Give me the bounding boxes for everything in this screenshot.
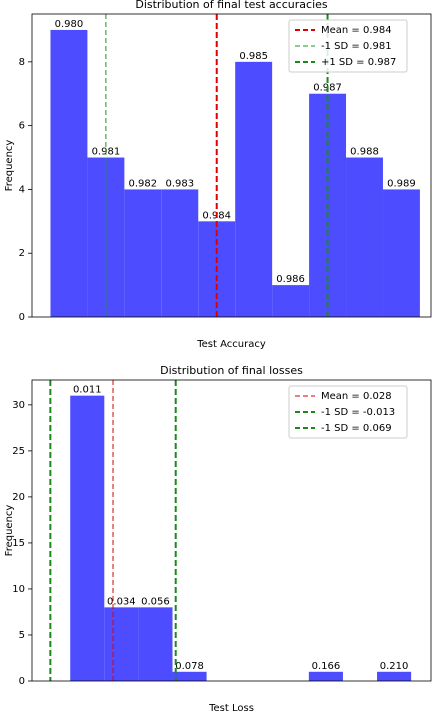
- bar: [50, 29, 88, 318]
- bar-label: 0.988: [350, 147, 379, 158]
- legend-label: -1 SD = -0.013: [321, 407, 395, 418]
- bar: [104, 607, 139, 681]
- bar: [308, 671, 343, 681]
- bar-label: 0.982: [129, 178, 158, 189]
- y-tick-label: 6: [19, 121, 25, 132]
- legend-label: Mean = 0.028: [321, 391, 392, 402]
- bar: [346, 157, 383, 317]
- y-tick-label: 25: [12, 446, 25, 457]
- x-axis-label: Test Loss: [208, 703, 254, 712]
- plot-frame: [31, 379, 432, 682]
- y-tick-label: 4: [19, 184, 25, 195]
- bar: [161, 189, 199, 317]
- y-tick-label: 30: [12, 400, 25, 411]
- chart-title: Distribution of final losses: [160, 364, 303, 377]
- bar: [138, 607, 173, 681]
- bar: [87, 157, 125, 317]
- y-tick-label: 5: [19, 630, 25, 641]
- y-tick-label: 2: [19, 248, 25, 259]
- bar-label: 0.983: [165, 178, 194, 189]
- x-axis-label: Test Accuracy: [196, 339, 266, 350]
- bar-label: 0.166: [312, 661, 341, 672]
- bar: [377, 671, 412, 681]
- bar-label: 0.985: [239, 51, 268, 62]
- y-tick-label: 0: [19, 312, 25, 323]
- bar-label: 0.980: [55, 19, 84, 30]
- legend-box: [288, 385, 408, 439]
- y-tick-label: 8: [19, 57, 25, 68]
- legend-label: -1 SD = 0.981: [321, 41, 392, 52]
- bar-label: 0.989: [387, 178, 416, 189]
- chart-title: Distribution of final test accuracies: [135, 0, 328, 11]
- y-axis-label: Frequency: [4, 140, 15, 192]
- bar: [172, 671, 207, 681]
- legend-box: [288, 19, 408, 73]
- y-tick-label: 0: [19, 676, 25, 687]
- legend-label: +1 SD = 0.987: [321, 57, 396, 68]
- y-tick-label: 10: [12, 584, 25, 595]
- legend-label: Mean = 0.984: [321, 25, 392, 36]
- bar: [382, 189, 420, 317]
- bar-label: 0.078: [175, 661, 204, 672]
- bar-label: 0.210: [380, 661, 409, 672]
- bar: [235, 61, 273, 318]
- y-tick-label: 20: [12, 492, 25, 503]
- bar-label: 0.034: [107, 596, 136, 607]
- bar-label: 0.011: [73, 385, 102, 396]
- plot-frame: [31, 13, 432, 318]
- bar: [124, 189, 162, 317]
- legend-label: -1 SD = 0.069: [321, 423, 392, 434]
- bar: [272, 285, 310, 317]
- bar-label: 0.056: [141, 596, 170, 607]
- y-tick-label: 15: [12, 538, 25, 549]
- bar: [70, 395, 105, 681]
- y-axis-label: Frequency: [4, 505, 15, 557]
- bar-label: 0.986: [276, 274, 305, 285]
